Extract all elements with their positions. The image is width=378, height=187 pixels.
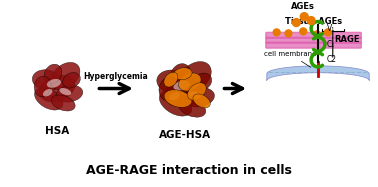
Ellipse shape [164, 76, 206, 107]
Text: Hyperglycemia: Hyperglycemia [84, 72, 149, 81]
Text: cell membrane: cell membrane [264, 51, 316, 67]
Ellipse shape [47, 79, 61, 88]
Circle shape [300, 13, 308, 21]
Circle shape [324, 29, 331, 36]
Ellipse shape [169, 92, 180, 100]
Ellipse shape [34, 76, 51, 97]
Ellipse shape [63, 72, 81, 88]
Circle shape [285, 30, 292, 37]
Ellipse shape [43, 89, 53, 96]
Ellipse shape [157, 70, 190, 94]
Text: C2: C2 [327, 56, 337, 65]
Text: C₁: C₁ [327, 40, 335, 49]
Text: Tissue AGEs: Tissue AGEs [285, 17, 342, 27]
Circle shape [307, 17, 315, 24]
Ellipse shape [51, 95, 75, 111]
FancyBboxPatch shape [266, 42, 361, 48]
Polygon shape [267, 66, 369, 81]
Ellipse shape [178, 99, 206, 117]
Ellipse shape [164, 72, 178, 87]
Ellipse shape [192, 73, 212, 91]
Ellipse shape [193, 94, 210, 108]
Ellipse shape [164, 90, 192, 107]
Circle shape [273, 29, 280, 36]
Text: RAGE: RAGE [334, 35, 359, 44]
FancyBboxPatch shape [266, 32, 361, 38]
Ellipse shape [178, 73, 201, 91]
Ellipse shape [174, 81, 190, 91]
Text: AGE-RAGE interaction in cells: AGE-RAGE interaction in cells [86, 164, 292, 177]
Text: AGE-HSA: AGE-HSA [159, 130, 211, 140]
Text: V₁: V₁ [327, 24, 335, 33]
Ellipse shape [178, 62, 211, 93]
Circle shape [300, 28, 307, 35]
Ellipse shape [188, 91, 201, 99]
Ellipse shape [33, 70, 61, 91]
Circle shape [293, 19, 300, 27]
Ellipse shape [159, 77, 178, 101]
Ellipse shape [44, 64, 62, 84]
Ellipse shape [51, 62, 80, 90]
Ellipse shape [34, 88, 63, 110]
Ellipse shape [174, 68, 192, 80]
Text: HSA: HSA [45, 126, 69, 136]
Ellipse shape [160, 91, 192, 116]
Ellipse shape [39, 75, 75, 102]
Ellipse shape [56, 85, 83, 102]
Text: AGEs: AGEs [291, 2, 315, 11]
Ellipse shape [59, 88, 71, 95]
Circle shape [314, 31, 321, 38]
Ellipse shape [170, 64, 191, 86]
Ellipse shape [187, 83, 206, 100]
FancyBboxPatch shape [266, 37, 361, 43]
Ellipse shape [184, 88, 214, 107]
